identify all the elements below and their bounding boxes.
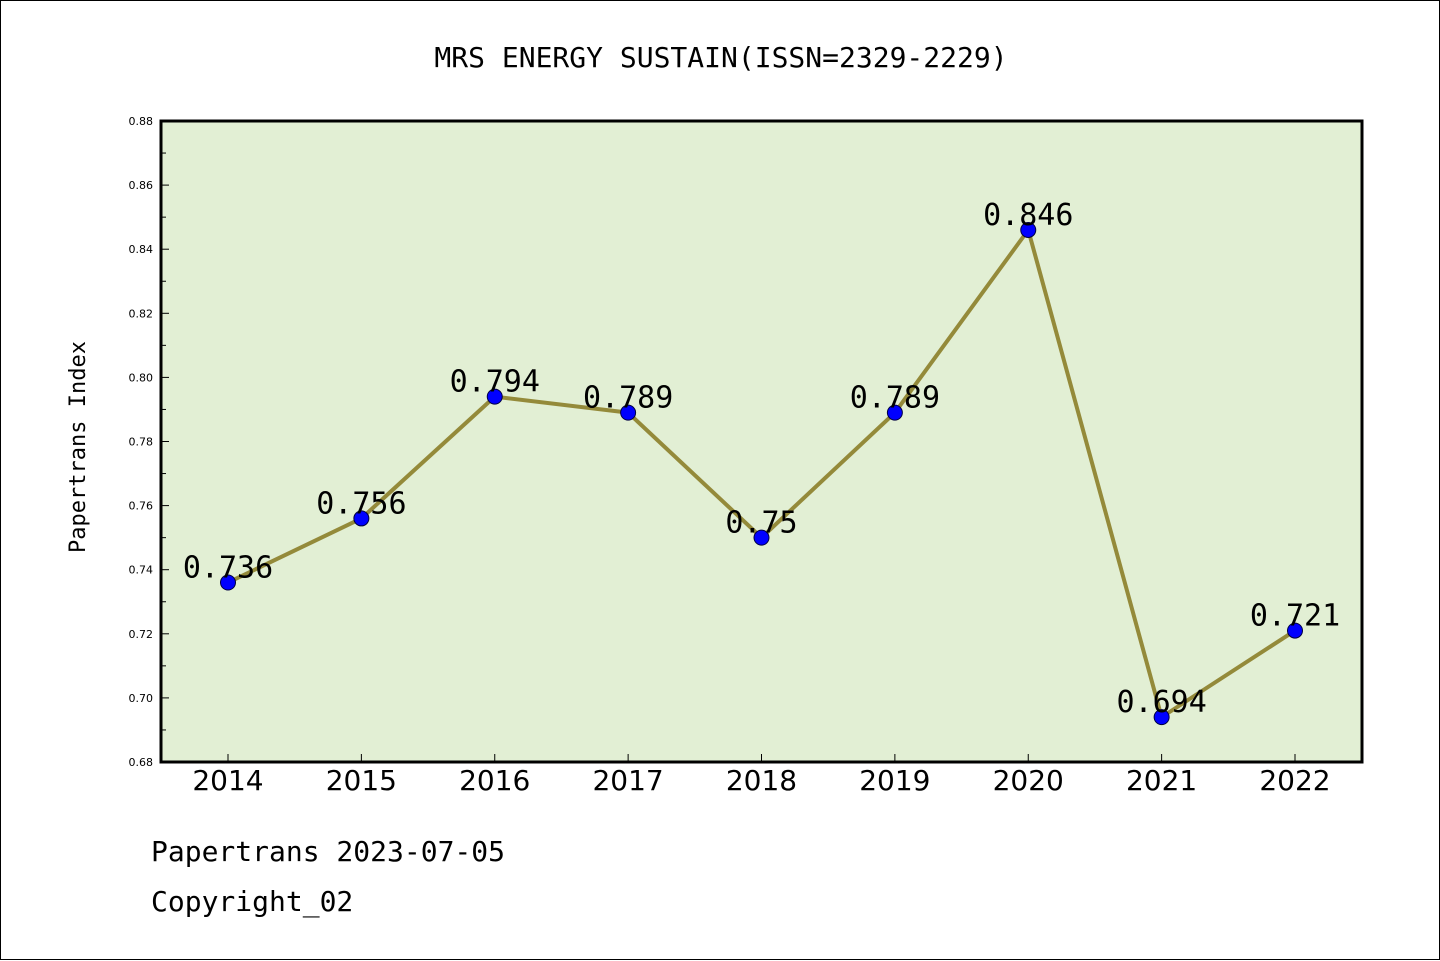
data-point	[1153, 709, 1170, 726]
data-label: 0.789	[583, 381, 673, 416]
x-tick-label: 2019	[859, 764, 930, 797]
data-label: 0.75	[725, 506, 797, 541]
x-tick-label: 2017	[592, 764, 663, 797]
y-tick-label: 0.72	[129, 628, 154, 641]
data-label: 0.694	[1116, 685, 1206, 720]
y-tick-label: 0.68	[129, 756, 154, 769]
footer-copyright: Copyright_02	[151, 885, 354, 918]
data-point	[353, 510, 370, 527]
x-tick-label: 2016	[459, 764, 530, 797]
y-tick-label: 0.88	[129, 115, 154, 128]
data-label: 0.721	[1250, 599, 1340, 634]
x-tick-label: 2018	[726, 764, 797, 797]
x-tick-label: 2022	[1259, 764, 1330, 797]
data-label: 0.794	[450, 365, 540, 400]
y-axis: 0.68 0.70 0.72 0.74 0.76 0.78 0.80 0.82 0.84 0.86…	[129, 115, 169, 769]
y-tick-label: 0.74	[129, 564, 154, 577]
y-tick-label: 0.78	[129, 436, 154, 449]
data-point	[486, 388, 503, 405]
y-tick-label: 0.80	[129, 371, 154, 384]
y-tick-label: 0.82	[129, 307, 154, 320]
data-label: 0.846	[983, 198, 1073, 233]
data-point	[886, 404, 903, 421]
data-point	[753, 529, 770, 546]
y-tick-label: 0.86	[129, 179, 154, 192]
y-tick-label: 0.76	[129, 500, 154, 513]
y-axis-label: Papertrans Index	[66, 341, 91, 553]
data-label: 0.789	[850, 381, 940, 416]
chart-title: MRS ENERGY SUSTAIN(ISSN=2329-2229)	[434, 41, 1007, 74]
plot-area	[161, 121, 1362, 762]
data-point	[1020, 221, 1037, 238]
data-point	[220, 574, 236, 591]
x-tick-label: 2021	[1126, 764, 1197, 797]
y-tick-label: 0.70	[129, 692, 154, 705]
footer-date: Papertrans 2023-07-05	[151, 835, 506, 868]
data-series: 0.736 0.756 0.794 0.789 0.75 0.789 0.846 0.694 0…	[183, 198, 1340, 726]
plot-border	[159, 119, 1364, 764]
data-label: 0.756	[316, 486, 406, 521]
x-tick-label: 2014	[192, 764, 263, 797]
x-axis: 2014 2015 2016 2017 2018 2019 2020 2021 2022	[192, 754, 1331, 797]
x-tick-label: 2020	[993, 764, 1064, 797]
data-point	[620, 404, 637, 421]
x-tick-label: 2015	[326, 764, 397, 797]
data-point	[1287, 622, 1303, 639]
y-tick-label: 0.84	[129, 243, 154, 256]
data-label: 0.736	[183, 551, 273, 586]
